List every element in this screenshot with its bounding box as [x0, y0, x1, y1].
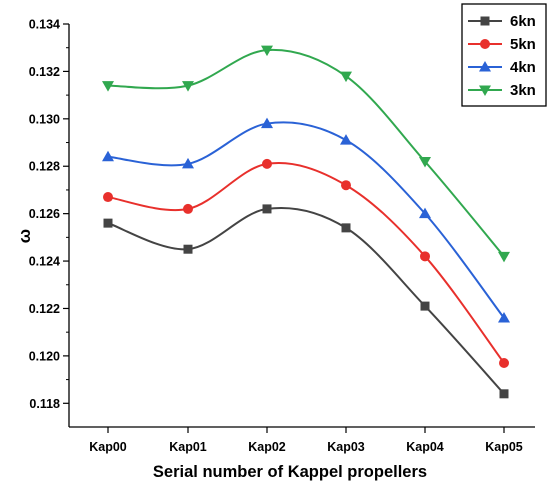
x-tick-label: Kap05 [485, 440, 523, 454]
legend-item: 4kn [468, 59, 536, 76]
y-tick-label: 0.132 [29, 65, 60, 79]
y-tick-label: 0.120 [29, 349, 60, 363]
data-point [420, 251, 430, 262]
data-point [262, 204, 272, 214]
y-tick-label: 0.118 [29, 397, 60, 411]
data-point [182, 81, 194, 92]
y-tick-label: 0.124 [29, 255, 60, 269]
data-point [420, 301, 430, 311]
data-point [340, 134, 352, 145]
data-point [261, 117, 273, 129]
series-4kn [102, 117, 510, 323]
data-point [498, 311, 510, 323]
x-tick-label: Kap02 [248, 440, 286, 454]
data-point [499, 389, 509, 399]
legend-marker [480, 39, 490, 49]
legend-label: 4kn [510, 59, 536, 76]
series-line [107, 48, 505, 257]
legend-marker [480, 16, 490, 26]
series-line [107, 121, 505, 319]
legend-label: 6kn [510, 13, 536, 30]
x-tick-label: Kap04 [406, 440, 444, 454]
x-tick-label: Kap01 [169, 440, 207, 454]
data-point [341, 180, 351, 191]
data-point [419, 156, 431, 168]
data-point [102, 81, 114, 92]
data-point [102, 150, 114, 162]
x-tick-label: Kap03 [327, 440, 365, 454]
data-point [182, 157, 194, 169]
data-point [261, 45, 273, 57]
legend-item: 5kn [468, 36, 536, 53]
series-3kn [102, 45, 510, 263]
data-point [499, 357, 509, 368]
data-point [340, 71, 352, 83]
series-6kn [103, 204, 509, 399]
data-point [103, 218, 113, 228]
data-point [341, 223, 351, 233]
axes: 0.118 0.120 0.122 0.124 0.126 0.128 0.130 0.132… [29, 18, 535, 454]
y-axis-title: ω [15, 229, 34, 243]
y-tick-label: 0.122 [29, 302, 60, 316]
x-tick-label: Kap00 [89, 440, 127, 454]
series-5kn [103, 158, 509, 368]
y-tick-label: 0.126 [29, 207, 60, 221]
legend: 6kn 5kn 4kn 3kn [461, 3, 547, 107]
series-line [107, 162, 505, 364]
legend-label: 3kn [510, 82, 536, 99]
data-point [103, 192, 113, 203]
data-point [498, 251, 510, 263]
series-line [107, 206, 505, 395]
legend-item: 3kn [468, 82, 536, 99]
data-point [262, 158, 272, 169]
y-tick-label: 0.128 [29, 160, 60, 174]
y-tick-label: 0.130 [29, 112, 60, 126]
y-tick-label: 0.134 [29, 18, 60, 32]
series-layer [102, 45, 510, 399]
legend-marker [479, 61, 491, 72]
x-axis-title: Serial number of Kappel propellers [153, 463, 427, 481]
data-point [183, 244, 193, 254]
data-point [419, 207, 431, 219]
legend-marker [479, 85, 491, 96]
legend-item: 6kn [468, 13, 536, 30]
data-point [183, 203, 193, 214]
legend-label: 5kn [510, 36, 536, 53]
